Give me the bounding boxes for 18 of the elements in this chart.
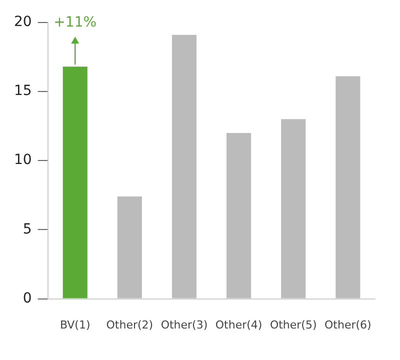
- bar: [281, 119, 306, 298]
- annotation: +11%: [54, 14, 97, 30]
- y-tick-label: 20: [14, 14, 32, 30]
- x-tick-label: Other(4): [215, 318, 262, 332]
- y-tick-label: 10: [14, 152, 32, 168]
- bar: [172, 34, 197, 298]
- bar: [226, 132, 252, 298]
- x-tick-label: Other(2): [106, 318, 154, 332]
- x-tick-label: Other(5): [270, 318, 317, 332]
- x-tick-label: Other(6): [324, 318, 372, 332]
- y-tick-label: 5: [22, 221, 32, 238]
- bar: [117, 196, 142, 298]
- x-tick-label: Other(3): [160, 318, 208, 332]
- bar: [62, 66, 88, 298]
- bar: [336, 76, 360, 298]
- x-tick-label: BV(1): [60, 318, 90, 332]
- y-tick-label: 0: [22, 290, 32, 306]
- y-tick-label: 15: [14, 83, 32, 100]
